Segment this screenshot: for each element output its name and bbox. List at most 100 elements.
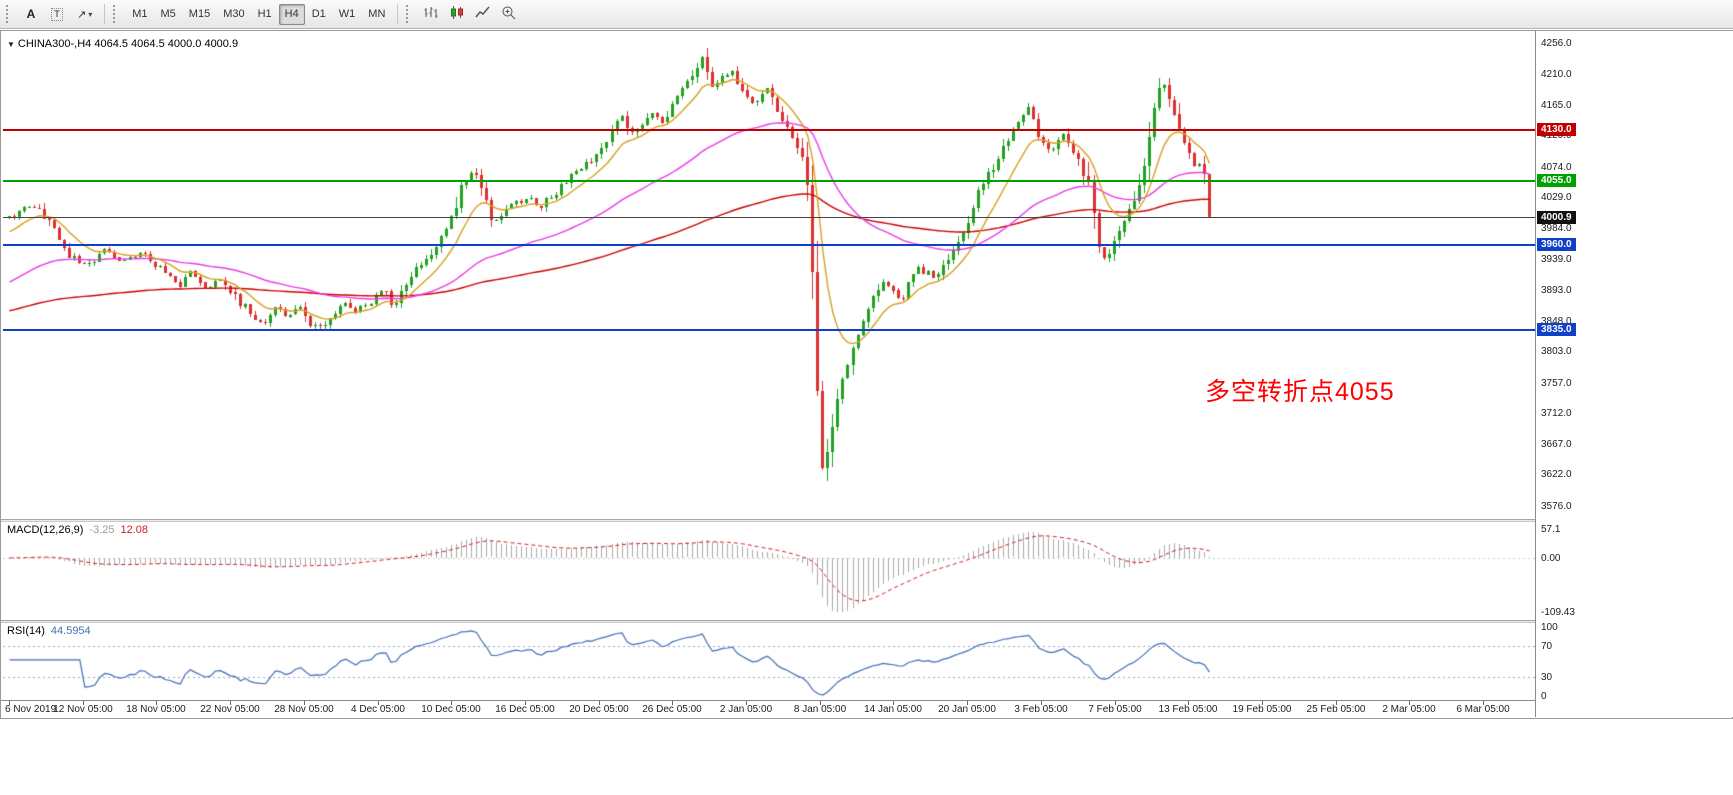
time-tick-mark bbox=[1409, 701, 1410, 705]
time-tick-label: 7 Feb 05:00 bbox=[1088, 704, 1142, 715]
time-tick-label: 22 Nov 05:00 bbox=[200, 704, 260, 715]
line-chart-mode-button[interactable] bbox=[471, 4, 495, 25]
time-tick-label: 2 Mar 05:00 bbox=[1382, 704, 1436, 715]
toolbar-drag-handle[interactable] bbox=[113, 5, 119, 23]
time-tick-mark bbox=[1041, 701, 1042, 705]
time-tick-mark bbox=[378, 701, 379, 705]
text-label-tool-icon: T bbox=[51, 7, 63, 21]
time-tick-label: 14 Jan 05:00 bbox=[864, 704, 922, 715]
time-tick-label: 12 Nov 05:00 bbox=[53, 704, 113, 715]
time-tick-mark bbox=[967, 701, 968, 705]
price-tick-label: 3803.0 bbox=[1541, 346, 1572, 357]
hline-bid-line-4000.9[interactable] bbox=[3, 217, 1535, 218]
rsi-tick-label: 100 bbox=[1541, 622, 1558, 633]
time-tick-label: 28 Nov 05:00 bbox=[274, 704, 334, 715]
zoom-in-button[interactable] bbox=[497, 4, 521, 25]
hline-support-3835[interactable] bbox=[3, 329, 1535, 331]
timeframe-button-m1[interactable]: M1 bbox=[126, 4, 153, 25]
arrow-tools-button[interactable]: ↗ ▾ bbox=[71, 4, 98, 25]
price-badge-4000.9: 4000.9 bbox=[1537, 211, 1576, 224]
timeframe-button-m30[interactable]: M30 bbox=[217, 4, 250, 25]
price-tick-label: 3939.0 bbox=[1541, 254, 1572, 265]
time-tick-label: 10 Dec 05:00 bbox=[421, 704, 481, 715]
time-tick-mark bbox=[304, 701, 305, 705]
timeframe-button-m5[interactable]: M5 bbox=[155, 4, 182, 25]
price-tick-label: 3576.0 bbox=[1541, 501, 1572, 512]
time-tick-mark bbox=[1483, 701, 1484, 705]
time-tick-mark bbox=[1188, 701, 1189, 705]
panel-splitter-rsi[interactable] bbox=[1, 620, 1732, 623]
rsi-tick-label: 30 bbox=[1541, 672, 1553, 683]
timeframe-button-w1[interactable]: W1 bbox=[333, 4, 362, 25]
macd-label: MACD(12,26,9) -3.25 12.08 bbox=[7, 524, 148, 536]
time-tick-mark bbox=[1115, 701, 1116, 705]
macd-tick-label: -109.43 bbox=[1541, 607, 1575, 618]
time-tick-mark bbox=[893, 701, 894, 705]
time-tick-mark bbox=[83, 701, 84, 705]
price-tick-label: 3893.0 bbox=[1541, 285, 1572, 296]
time-tick-mark bbox=[156, 701, 157, 705]
price-tick-label: 4029.0 bbox=[1541, 192, 1572, 203]
macd-main-value: -3.25 bbox=[89, 524, 115, 536]
time-tick-mark bbox=[599, 701, 600, 705]
chevron-down-icon: ▾ bbox=[88, 9, 93, 19]
time-tick-mark bbox=[525, 701, 526, 705]
price-tick-label: 3984.0 bbox=[1541, 223, 1572, 234]
zoom-in-icon bbox=[501, 5, 517, 24]
chart-tools-toolbar bbox=[419, 4, 521, 25]
time-tick-label: 18 Nov 05:00 bbox=[126, 704, 186, 715]
rsi-label: RSI(14) 44.5954 bbox=[7, 625, 91, 637]
symbol-timeframe-text: CHINA300-,H4 bbox=[17, 38, 92, 50]
time-tick-label: 13 Feb 05:00 bbox=[1158, 704, 1218, 715]
symbol-ohlc-label: ▼ CHINA300-,H4 4064.5 4064.5 4000.0 4000.… bbox=[7, 38, 238, 50]
time-scale[interactable]: 6 Nov 2019 12 Nov 05:00 18 Nov 05:00 22 Nov… bbox=[1, 701, 1535, 717]
time-tick-mark bbox=[1262, 701, 1263, 705]
time-tick-label: 20 Jan 05:00 bbox=[938, 704, 996, 715]
price-tick-label: 3757.0 bbox=[1541, 378, 1572, 389]
bar-chart-mode-button[interactable] bbox=[419, 4, 443, 25]
toolbar-separator bbox=[104, 4, 106, 24]
timeframe-button-h1[interactable]: H1 bbox=[252, 4, 278, 25]
panel-splitter-macd[interactable] bbox=[1, 519, 1732, 522]
price-tick-label: 4165.0 bbox=[1541, 100, 1572, 111]
price-chart-canvas[interactable] bbox=[3, 33, 1535, 519]
timeframe-button-mn[interactable]: MN bbox=[362, 4, 391, 25]
candlestick-mode-icon bbox=[449, 5, 465, 24]
chart-annotation-text[interactable]: 多空转折点4055 bbox=[1205, 378, 1395, 406]
macd-tick-label: 0.00 bbox=[1541, 553, 1561, 564]
candlestick-mode-button[interactable] bbox=[445, 4, 469, 25]
macd-indicator-canvas[interactable] bbox=[3, 522, 1535, 620]
rsi-indicator-canvas[interactable] bbox=[3, 623, 1535, 700]
time-tick-mark bbox=[672, 701, 673, 705]
time-tick-label: 25 Feb 05:00 bbox=[1306, 704, 1366, 715]
price-badge-3835.0: 3835.0 bbox=[1537, 323, 1576, 336]
timeframe-button-h4[interactable]: H4 bbox=[278, 3, 305, 25]
time-tick-mark bbox=[746, 701, 747, 705]
ohlc-values-text: 4064.5 4064.5 4000.0 4000.9 bbox=[94, 38, 239, 50]
time-tick-label: 6 Mar 05:00 bbox=[1456, 704, 1510, 715]
text-tool-button[interactable]: A bbox=[19, 4, 43, 25]
time-tick-label: 19 Feb 05:00 bbox=[1232, 704, 1292, 715]
timeframe-button-m15[interactable]: M15 bbox=[183, 4, 216, 25]
hline-pivot-4055[interactable] bbox=[3, 180, 1535, 182]
time-tick-mark bbox=[230, 701, 231, 705]
price-tick-label: 4256.0 bbox=[1541, 38, 1572, 49]
hline-support-3960[interactable] bbox=[3, 244, 1535, 246]
timeframe-button-d1[interactable]: D1 bbox=[306, 4, 332, 25]
price-badge-4130.0: 4130.0 bbox=[1537, 123, 1576, 136]
toolbar-drag-handle[interactable] bbox=[406, 5, 412, 23]
symbol-marker-icon: ▼ bbox=[7, 40, 15, 49]
time-tick-label: 16 Dec 05:00 bbox=[495, 704, 555, 715]
macd-signal-value: 12.08 bbox=[120, 524, 149, 536]
time-axis-line bbox=[1, 700, 1732, 701]
time-tick-mark bbox=[451, 701, 452, 705]
toolbar-drag-handle[interactable] bbox=[6, 5, 12, 23]
price-scale[interactable] bbox=[1535, 31, 1733, 717]
price-tick-label: 3712.0 bbox=[1541, 408, 1572, 419]
text-tool-icon: A bbox=[26, 7, 36, 21]
text-label-tool-button[interactable]: T bbox=[45, 4, 69, 25]
time-tick-label: 26 Dec 05:00 bbox=[642, 704, 702, 715]
macd-tick-label: 57.1 bbox=[1541, 524, 1561, 535]
time-tick-label: 20 Dec 05:00 bbox=[569, 704, 629, 715]
hline-resistance-4130[interactable] bbox=[3, 129, 1535, 131]
